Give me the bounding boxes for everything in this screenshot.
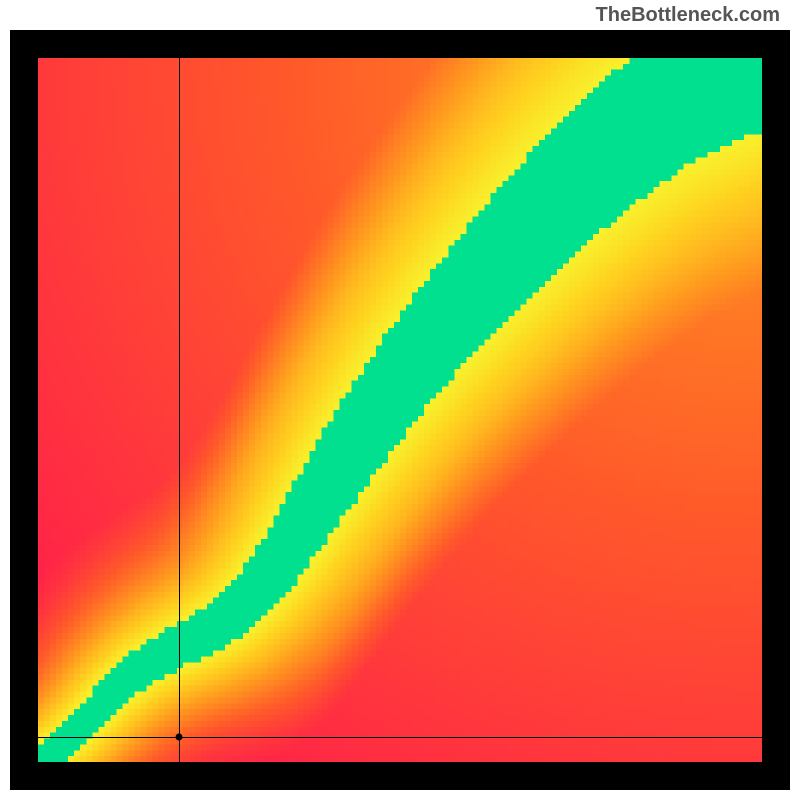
heatmap-canvas [38,58,762,762]
chart-container: TheBottleneck.com [0,0,800,800]
crosshair-vertical [179,58,180,762]
marker-point [176,734,183,741]
attribution-label: TheBottleneck.com [596,4,780,27]
crosshair-horizontal [38,737,762,738]
plot-area [10,30,790,790]
